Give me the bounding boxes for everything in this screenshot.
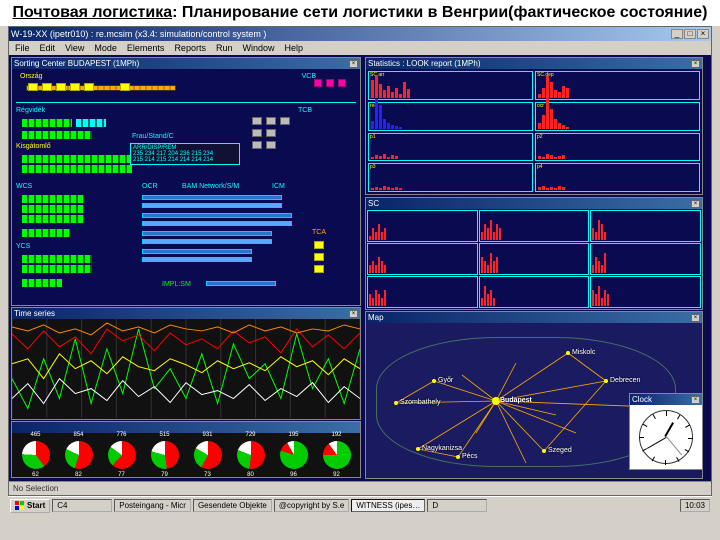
pie-chart: 72980	[237, 441, 265, 469]
pie-chart: 77677	[108, 441, 136, 469]
histogram: p2	[535, 133, 700, 162]
app-title: W-19-XX (ipetr010) : re.mcsim (x3.4: sim…	[11, 29, 266, 39]
main-panel: Sorting Center BUDAPEST (1MPh) × Ország …	[11, 57, 361, 306]
win-close-button[interactable]: ×	[697, 29, 709, 39]
label-ocr: OCR	[142, 183, 158, 190]
taskbar-item[interactable]: Gesendete Objekte	[193, 499, 272, 512]
map-title: Map	[368, 313, 384, 322]
slide-title-rest: : Планирование сети логистики в Венгрии(…	[172, 4, 707, 21]
tray-clock[interactable]: 10:03	[680, 499, 710, 512]
win-min-button[interactable]: _	[671, 29, 683, 39]
label-kisgyslo: Kisgátomlő	[16, 143, 51, 150]
pie-panel: 46562 85482 77677 51579 93173 72980 19596 19292	[11, 421, 361, 478]
pie-chart: 46562	[22, 441, 50, 469]
histogram: reg	[368, 102, 533, 131]
stats-panel: Statistics : LOOK report (1MPh) × SC.arr…	[365, 57, 703, 195]
start-button[interactable]: Start	[10, 499, 50, 513]
app-titlebar[interactable]: W-19-XX (ipetr010) : re.mcsim (x3.4: sim…	[9, 27, 711, 41]
numbers-panel: ARR/DISP/REM 235 234 217 204 236 215 234…	[130, 143, 240, 165]
menu-item-file[interactable]: File	[15, 43, 30, 53]
close-icon[interactable]: ×	[349, 60, 358, 68]
pie-chart: 85482	[65, 441, 93, 469]
numbers-line2: 215 214 215 214 214 214 214	[133, 157, 237, 163]
close-icon[interactable]: ×	[691, 60, 700, 68]
app-window: W-19-XX (ipetr010) : re.mcsim (x3.4: sim…	[8, 26, 712, 496]
menu-item-window[interactable]: Window	[242, 43, 274, 53]
label-tcb: TCB	[298, 107, 312, 114]
mini-title: SC	[368, 199, 379, 208]
workarea: Sorting Center BUDAPEST (1MPh) × Ország …	[9, 55, 711, 481]
taskbar-item[interactable]: Posteingang - Micr	[114, 499, 191, 512]
mini-titlebar[interactable]: SC ×	[366, 198, 702, 209]
label-bam: BAM Network/S/M	[182, 183, 239, 190]
menu-item-elements[interactable]: Elements	[127, 43, 165, 53]
menu-item-run[interactable]: Run	[216, 43, 233, 53]
label-impl: IMPL:SM	[162, 281, 191, 288]
histogram: ocr	[535, 102, 700, 131]
mini-cell	[479, 243, 590, 275]
histogram: p3	[368, 163, 533, 192]
main-panel-titlebar[interactable]: Sorting Center BUDAPEST (1MPh) ×	[12, 58, 360, 69]
clock-titlebar[interactable]: Clock ×	[630, 394, 702, 405]
histogram: SC.arr	[368, 71, 533, 100]
mini-cell	[479, 210, 590, 242]
mini-cell	[590, 243, 701, 275]
status-text: No Selection	[13, 484, 58, 493]
taskbar-item[interactable]: C4	[52, 499, 112, 512]
pie-chart: 51579	[151, 441, 179, 469]
histogram: p4	[535, 163, 700, 192]
label-icm: ICM	[272, 183, 285, 190]
statusbar: No Selection	[9, 481, 711, 495]
clock-panel: Clock ×	[629, 393, 703, 470]
mini-cell	[479, 276, 590, 308]
label-regvidek: Régvidék	[16, 107, 45, 114]
map-titlebar[interactable]: Map ×	[366, 312, 702, 323]
clock-title: Clock	[632, 395, 652, 404]
slide-title: Почтовая логистика: Планирование сети ло…	[0, 0, 720, 26]
histogram: p1	[368, 133, 533, 162]
label-wcs: WCS	[16, 183, 32, 190]
timeseries-chart	[12, 319, 360, 418]
mini-cell	[590, 210, 701, 242]
mini-cell	[590, 276, 701, 308]
stats-titlebar[interactable]: Statistics : LOOK report (1MPh) ×	[366, 58, 702, 69]
pie-chart: 19596	[280, 441, 308, 469]
close-icon[interactable]: ×	[691, 314, 700, 322]
windows-icon	[15, 501, 25, 511]
ts-title: Time series	[14, 309, 55, 318]
close-icon[interactable]: ×	[691, 396, 700, 404]
label-orszag: Ország	[20, 73, 43, 80]
taskbar-item[interactable]: D	[427, 499, 487, 512]
label-frau: Frau/Stand/C	[132, 133, 174, 140]
win-max-button[interactable]: □	[684, 29, 696, 39]
clock-face	[639, 410, 693, 464]
label-tca: TCA	[312, 229, 326, 236]
menu-item-mode[interactable]: Mode	[94, 43, 117, 53]
label-ycs: YCS	[16, 243, 30, 250]
main-panel-title: Sorting Center BUDAPEST (1MPh)	[14, 59, 139, 68]
pie-chart: 93173	[194, 441, 222, 469]
mini-cell	[367, 243, 478, 275]
taskbar-item[interactable]: WITNESS (ipes…	[351, 499, 425, 512]
taskbar[interactable]: Start C4Posteingang - MicrGesendete Obje…	[8, 496, 712, 514]
taskbar-item[interactable]: @copyright by S.e	[274, 499, 349, 512]
menu-item-edit[interactable]: Edit	[40, 43, 56, 53]
menu-item-view[interactable]: View	[65, 43, 84, 53]
mini-panel: SC ×	[365, 197, 703, 310]
mini-cell	[367, 210, 478, 242]
menu-item-help[interactable]: Help	[284, 43, 303, 53]
pie-chart: 19292	[323, 441, 351, 469]
stats-title: Statistics : LOOK report (1MPh)	[368, 59, 480, 68]
start-label: Start	[27, 501, 45, 510]
close-icon[interactable]: ×	[349, 310, 358, 318]
timeseries-panel: Time series ×	[11, 307, 361, 420]
close-icon[interactable]: ×	[691, 200, 700, 208]
menubar[interactable]: File Edit View Mode Elements Reports Run Window…	[9, 41, 711, 55]
menu-item-reports[interactable]: Reports	[174, 43, 206, 53]
slide-title-prefix: Почтовая логистика	[13, 4, 173, 21]
mini-cell	[367, 276, 478, 308]
ts-titlebar[interactable]: Time series ×	[12, 308, 360, 319]
